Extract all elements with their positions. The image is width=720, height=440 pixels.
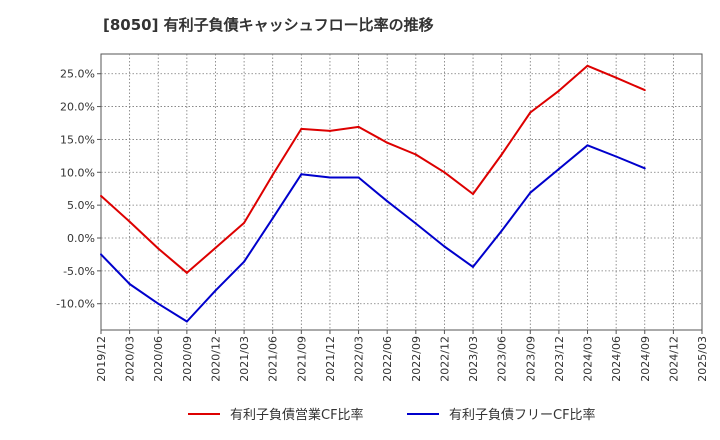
data-point (243, 221, 246, 224)
plot-area (100, 53, 703, 331)
data-point (185, 320, 188, 323)
data-point (414, 222, 417, 225)
data-point (529, 191, 532, 194)
data-point (586, 144, 589, 147)
x-tick-label: 2020/06 (152, 336, 165, 382)
x-tick-label: 2021/06 (267, 336, 280, 382)
y-axis: -10.0% -5.0% 0.0% 5.0% 10.0% 15.0% 20.0% 25.0% (56, 68, 101, 311)
data-point (500, 229, 503, 232)
x-tick-label: 2021/12 (324, 336, 337, 382)
series-layer (100, 64, 646, 323)
x-tick-label: 2021/09 (295, 336, 308, 382)
data-point (386, 141, 389, 144)
x-tick-label: 2020/03 (124, 336, 137, 382)
data-point (128, 283, 131, 285)
data-point (271, 217, 274, 220)
x-tick-label: 2024/12 (667, 336, 680, 382)
data-point (157, 302, 160, 305)
x-tick-label: 2022/03 (353, 336, 366, 382)
data-point (328, 176, 331, 179)
data-point (100, 253, 102, 256)
x-tick-label: 2023/12 (553, 336, 566, 382)
x-tick-label: 2025/03 (696, 336, 709, 382)
legend-label-1: 有利子負債営業CF比率 (230, 407, 364, 423)
data-point (472, 192, 475, 195)
data-point (357, 176, 360, 179)
y-tick-label: 10.0% (60, 166, 95, 179)
chart-title: [8050] 有利子負債キャッシュフロー比率の推移 (103, 16, 434, 34)
x-tick-label: 2020/12 (209, 336, 222, 382)
y-tick-label: -10.0% (56, 298, 95, 311)
plot-frame (100, 53, 703, 331)
y-tick-label: 25.0% (60, 68, 95, 81)
data-point (615, 76, 618, 79)
legend: 有利子負債営業CF比率 有利子負債フリーCF比率 (188, 407, 596, 423)
data-point (271, 173, 274, 176)
data-point (243, 260, 246, 263)
x-tick-label: 2024/06 (610, 336, 623, 382)
data-point (100, 194, 102, 197)
data-point (643, 89, 646, 92)
data-point (500, 153, 503, 156)
data-point (643, 167, 646, 170)
y-tick-label: 0.0% (67, 232, 95, 245)
data-point (557, 168, 560, 170)
legend-label-2: 有利子負債フリーCF比率 (449, 407, 596, 423)
x-tick-label: 2022/12 (438, 336, 451, 382)
data-point (328, 129, 331, 132)
data-point (586, 64, 589, 67)
x-tick-label: 2022/06 (381, 336, 394, 382)
series-line-1 (100, 64, 646, 274)
data-point (615, 155, 618, 158)
series-line-2 (100, 144, 646, 323)
x-axis: 2019/12 2020/03 2020/06 2020/09 2020/12 2021/… (95, 330, 709, 382)
data-point (185, 271, 188, 274)
data-point (472, 265, 475, 268)
x-tick-label: 2023/06 (496, 336, 509, 382)
data-point (214, 289, 217, 292)
x-tick-label: 2022/09 (410, 336, 423, 382)
data-point (300, 173, 303, 176)
data-point (414, 153, 417, 156)
y-tick-label: -5.0% (63, 265, 95, 278)
data-point (557, 89, 560, 92)
x-tick-label: 2024/03 (582, 336, 595, 382)
y-tick-label: 15.0% (60, 133, 95, 146)
x-tick-label: 2023/03 (467, 336, 480, 382)
y-tick-label: 5.0% (67, 199, 95, 212)
x-tick-label: 2023/09 (524, 336, 537, 382)
grid (101, 54, 702, 330)
data-point (386, 200, 389, 203)
x-tick-label: 2021/03 (238, 336, 251, 382)
data-point (529, 111, 532, 114)
data-point (128, 220, 131, 223)
y-tick-label: 20.0% (60, 101, 95, 114)
x-tick-label: 2024/09 (639, 336, 652, 382)
x-tick-label: 2019/12 (95, 336, 108, 382)
data-point (214, 246, 217, 249)
data-point (443, 245, 446, 248)
data-point (357, 125, 360, 128)
data-point (443, 171, 446, 174)
data-point (300, 127, 303, 130)
x-tick-label: 2020/09 (181, 336, 194, 382)
data-point (157, 247, 160, 250)
